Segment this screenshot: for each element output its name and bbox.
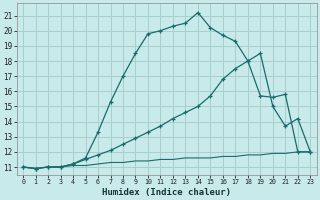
- X-axis label: Humidex (Indice chaleur): Humidex (Indice chaleur): [102, 188, 231, 197]
